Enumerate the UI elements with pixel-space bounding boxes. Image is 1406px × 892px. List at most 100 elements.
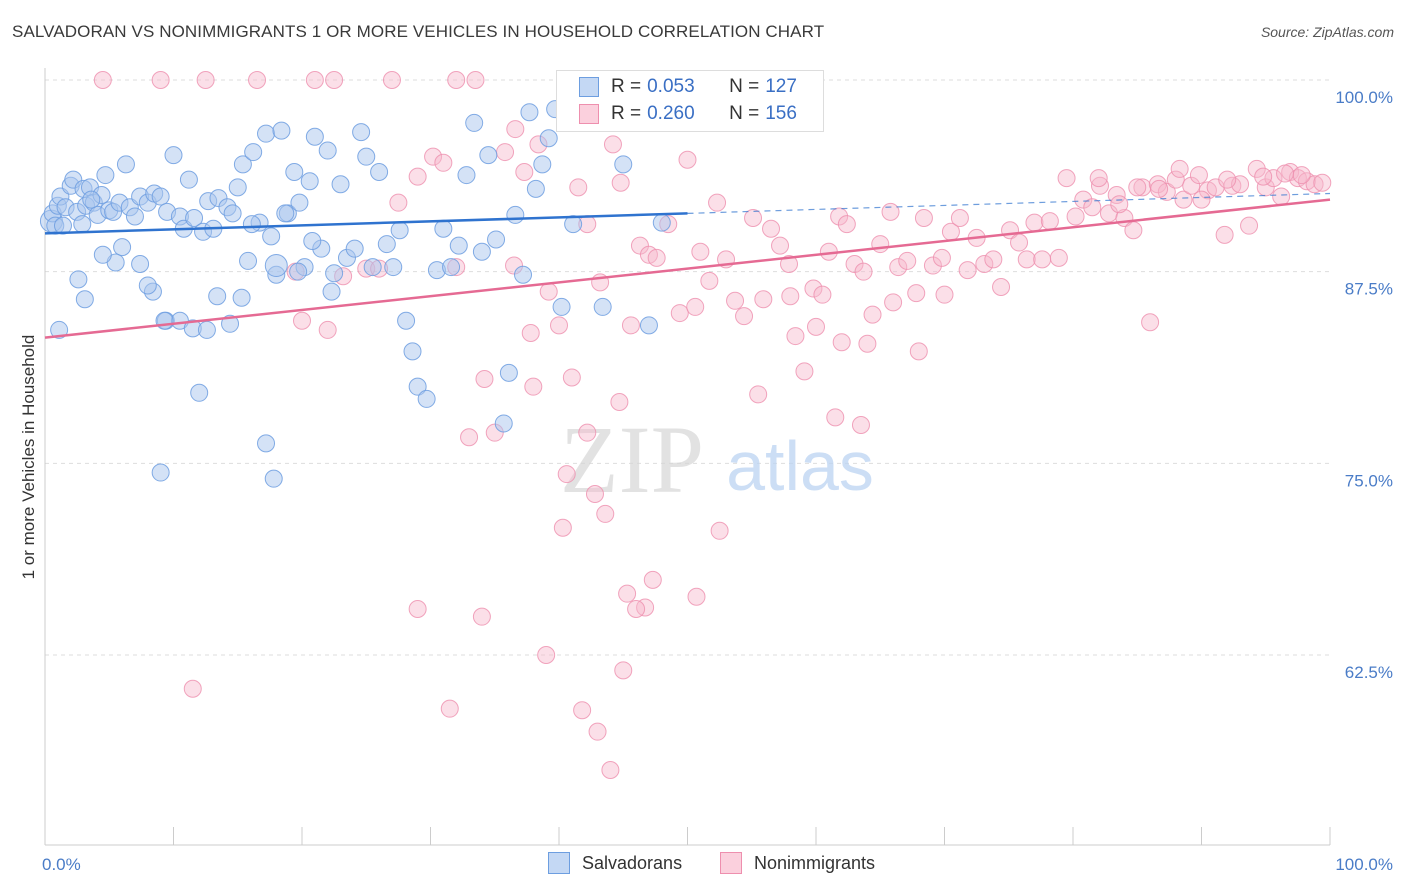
salvadorans-point — [639, 316, 658, 335]
salvadorans-point — [69, 270, 88, 289]
salvadorans-point — [331, 175, 350, 194]
salvadorans-point — [417, 389, 436, 408]
nonimmigrants-point — [557, 465, 576, 484]
legend-swatch-pink — [579, 104, 599, 124]
salvadorans-point — [155, 311, 174, 330]
salvadorans-point — [465, 113, 484, 132]
trend-lines — [44, 192, 1331, 339]
nonimmigrants-point — [618, 584, 637, 603]
salvadorans-point — [131, 255, 150, 273]
salvadorans-point — [318, 141, 337, 160]
legend-n-label: N = — [729, 103, 760, 124]
nonimmigrants-point — [754, 290, 773, 309]
nonimmigrants-point — [781, 287, 800, 306]
salvadorans-point — [197, 320, 216, 339]
nonimmigrants-point — [515, 163, 534, 181]
nonimmigrants-point — [1292, 166, 1311, 185]
nonimmigrants-point — [1174, 190, 1193, 209]
salvadorans-trend-extension — [687, 192, 1331, 214]
nonimmigrants-point — [1049, 248, 1068, 267]
axes — [44, 68, 1331, 846]
nonimmigrants-point — [749, 385, 768, 404]
salvadorans-point — [272, 121, 291, 140]
salvadorans-point — [533, 155, 552, 174]
nonimmigrants-point — [884, 293, 903, 312]
salvadorans-point — [479, 146, 498, 165]
nonimmigrants-point — [1066, 207, 1085, 226]
salvadorans-point — [93, 245, 112, 264]
nonimmigrants-point — [1256, 178, 1275, 197]
nonimmigrants-point — [318, 320, 337, 339]
salvadorans-point — [264, 254, 288, 278]
nonimmigrants-point — [726, 291, 745, 310]
nonimmigrants-point — [1170, 159, 1189, 178]
nonimmigrants-point — [596, 504, 615, 523]
salvadorans-point — [305, 127, 324, 146]
nonimmigrants-point — [1010, 233, 1029, 252]
nonimmigrants-point — [521, 324, 540, 342]
nonimmigrants-point — [539, 282, 558, 301]
y-tick-label: 75.0% — [1345, 471, 1393, 490]
salvadorans-point — [262, 227, 281, 246]
salvadorans-point — [352, 123, 371, 142]
nonimmigrants-point — [735, 307, 754, 326]
nonimmigrants-point — [795, 362, 814, 381]
salvadorans-point — [75, 290, 94, 309]
nonimmigrants-point — [636, 598, 655, 617]
nonimmigrants-point — [1240, 216, 1259, 235]
nonimmigrants-point — [440, 699, 459, 718]
nonimmigrants-point — [710, 521, 729, 540]
salvadorans-point — [564, 215, 583, 234]
nonimmigrants-point — [183, 679, 202, 698]
nonimmigrants-point — [1223, 176, 1242, 195]
nonimmigrants-point — [611, 173, 630, 192]
salvadorans-point — [363, 258, 382, 277]
legend-r-value: 0.053 — [647, 76, 695, 97]
nonimmigrants-point — [424, 147, 443, 166]
nonimmigrants-point — [562, 368, 581, 387]
nonimmigrants-point — [744, 209, 763, 227]
salvadorans-point — [403, 342, 422, 361]
nonimmigrants-point — [807, 317, 825, 336]
salvadorans-point — [190, 383, 209, 402]
nonimmigrants-point — [958, 261, 977, 280]
nonimmigrants-point — [975, 255, 994, 273]
x-tick-label: 100.0% — [1335, 855, 1393, 874]
legend-r-value: 0.260 — [647, 103, 695, 124]
source-credit: Source: ZipAtlas.com — [1260, 24, 1394, 40]
nonimmigrants-point — [992, 278, 1011, 296]
nonimmigrants-point — [1057, 169, 1076, 188]
salvadorans-point — [232, 288, 251, 307]
salvadorans-point — [303, 232, 322, 250]
nonimmigrants-point — [293, 311, 311, 330]
nonimmigrants-point — [603, 135, 622, 154]
nonimmigrants-point — [914, 209, 933, 227]
nonimmigrants-point — [830, 207, 849, 226]
y-tick-label: 100.0% — [1335, 88, 1393, 107]
nonimmigrants-point — [670, 304, 689, 323]
nonimmigrants-point — [1272, 187, 1291, 206]
salvadorans-point — [96, 166, 115, 185]
nonimmigrants-point — [460, 428, 479, 447]
salvadorans-point — [526, 179, 545, 198]
legend-swatch-blue — [548, 852, 570, 874]
nonimmigrants-point — [1192, 190, 1211, 209]
nonimmigrants-point — [1033, 250, 1052, 269]
salvadorans-point — [652, 213, 671, 232]
nonimmigrants-point — [771, 236, 790, 255]
nonimmigrants-point — [1313, 173, 1332, 192]
nonimmigrants-point — [1124, 221, 1143, 240]
x-tick-label: 0.0% — [42, 855, 81, 874]
salvadorans-point — [164, 146, 183, 165]
salvadorans-point — [285, 163, 304, 181]
nonimmigrants-point — [1189, 166, 1208, 185]
salvadorans-point — [151, 187, 170, 206]
nonimmigrants-point — [643, 570, 662, 589]
nonimmigrants-point — [588, 722, 607, 741]
salvadorans-point — [264, 469, 283, 488]
salvadorans-point — [377, 235, 396, 254]
nonimmigrants-point — [569, 178, 588, 197]
salvadorans-point — [472, 242, 491, 261]
nonimmigrants-point — [932, 248, 951, 267]
